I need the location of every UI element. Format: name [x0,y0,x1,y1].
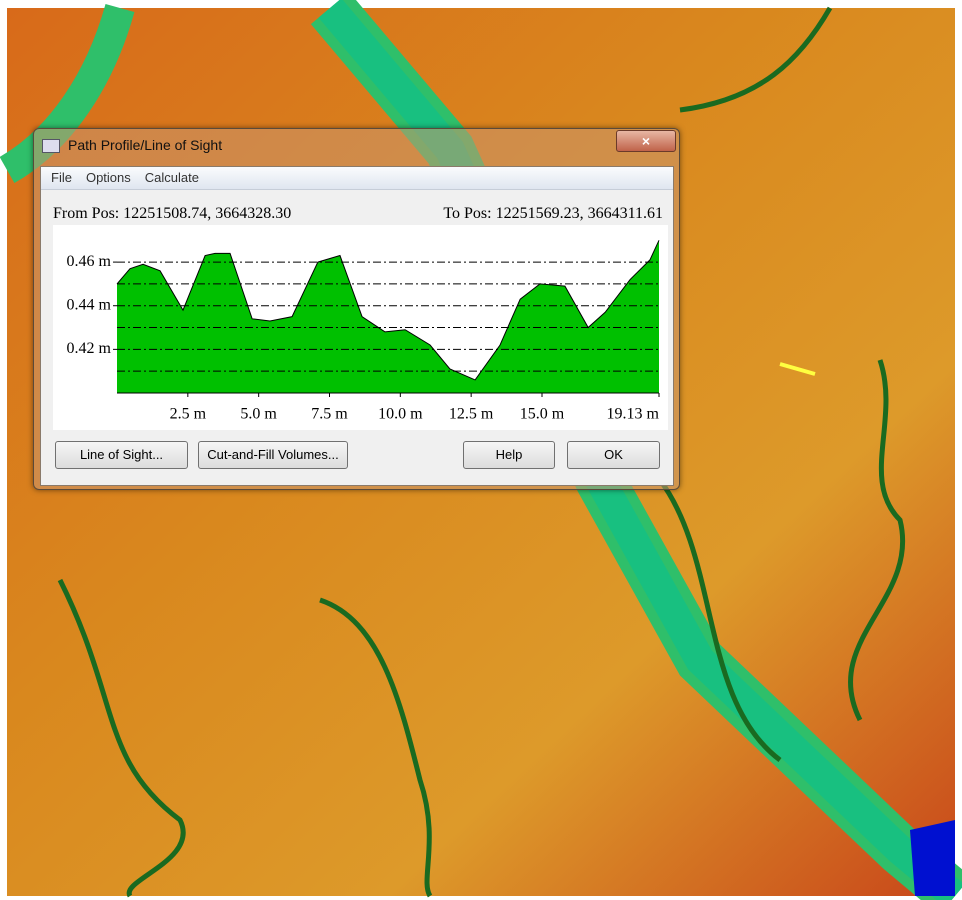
y-tick-label: 0.44 m [67,296,112,313]
x-tick-label: 19.13 m [607,406,660,423]
menu-bar: File Options Calculate [41,167,673,190]
button[interactable]: OK [567,441,660,469]
menu-item[interactable]: File [51,170,72,185]
close-button[interactable]: × [616,130,676,152]
button[interactable]: Help [463,441,555,469]
window-icon [42,139,60,153]
to-position: To Pos: 12251569.23, 3664311.61 [443,205,663,223]
button[interactable]: Line of Sight... [55,441,188,469]
x-tick-label: 12.5 m [449,406,494,423]
window-title: Path Profile/Line of Sight [68,137,222,153]
profile-chart: 0.46 m 0.44 m 0.42 m 2.5 m 5.0 m 7.5 m 10.0 m 1… [53,225,668,430]
menu-item[interactable]: Options [86,170,131,185]
y-tick-label: 0.46 m [67,253,112,270]
x-tick-label: 2.5 m [170,406,207,423]
x-tick-label: 7.5 m [311,406,348,423]
screen: Path Profile/Line of Sight × File Options… [0,0,962,900]
menu-item[interactable]: Calculate [145,170,199,185]
button[interactable]: Cut-and-Fill Volumes... [198,441,348,469]
x-tick-label: 10.0 m [378,406,423,423]
y-tick-label: 0.42 m [67,340,112,357]
x-tick-label: 5.0 m [240,406,277,423]
from-position: From Pos: 12251508.74, 3664328.30 [53,205,291,223]
x-tick-label: 15.0 m [520,406,565,423]
